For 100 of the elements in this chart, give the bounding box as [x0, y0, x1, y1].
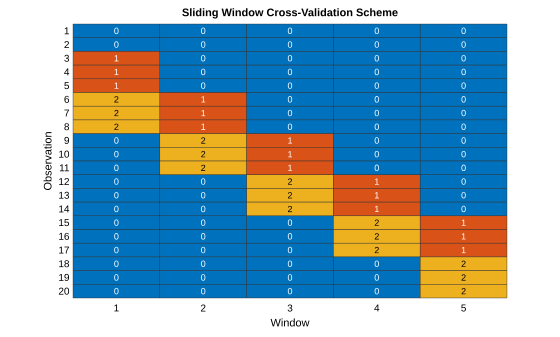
y-tick-label: 8	[64, 123, 70, 130]
data-label: 0	[201, 68, 206, 76]
data-label: 0	[461, 192, 466, 198]
data-label: 1	[374, 192, 379, 198]
y-tick-label: 10	[59, 150, 70, 158]
data-label: 0	[461, 96, 466, 103]
data-label: 0	[374, 55, 379, 62]
y-tick-label: 18	[59, 260, 70, 268]
y-tick-label: 11	[60, 164, 69, 172]
data-label: 0	[201, 41, 206, 48]
data-label: 0	[461, 28, 466, 34]
data-label: 0	[114, 28, 119, 34]
data-label: 2	[374, 233, 379, 240]
data-label: 0	[461, 55, 466, 62]
data-label: 0	[288, 246, 292, 254]
data-label: 0	[201, 219, 206, 226]
y-axis-title: Observation	[44, 132, 52, 190]
data-label: 2	[462, 288, 466, 294]
data-label: 0	[461, 68, 466, 76]
x-tick-label: 2	[200, 304, 206, 312]
y-tick-label: 9	[64, 136, 70, 144]
data-label: 0	[461, 206, 466, 212]
data-label: 1	[201, 110, 206, 116]
data-label: 0	[288, 260, 292, 267]
data-label: 2	[288, 206, 292, 212]
data-label: 0	[114, 274, 119, 281]
data-label: 0	[374, 150, 379, 158]
data-label: 0	[374, 137, 379, 144]
data-label: 1	[201, 96, 206, 102]
data-label: 0	[201, 55, 206, 62]
data-label: 0	[201, 288, 206, 294]
data-label: 0	[288, 124, 292, 130]
y-tick-label: 3	[64, 54, 70, 62]
data-label: 0	[114, 260, 119, 267]
data-label: 0	[201, 260, 206, 267]
data-label: 0	[374, 68, 379, 76]
data-label: 0	[114, 219, 119, 226]
data-label: 0	[461, 41, 466, 48]
data-label: 0	[201, 274, 206, 281]
data-label: 1	[374, 206, 379, 212]
data-label: 0	[374, 274, 379, 281]
data-label: 1	[114, 82, 118, 89]
data-label: 0	[374, 110, 379, 116]
data-label: 0	[461, 164, 466, 172]
data-label: 0	[114, 288, 119, 294]
data-label: 0	[461, 150, 466, 158]
y-tick-label: 15	[59, 219, 70, 226]
data-label: 0	[201, 178, 206, 185]
data-label: 2	[288, 178, 292, 185]
data-label: 0	[114, 233, 119, 240]
y-tick-label: 6	[64, 96, 70, 103]
data-label: 1	[114, 68, 118, 76]
chart-title: Sliding Window Cross-Validation Scheme	[182, 8, 398, 19]
data-label: 2	[114, 110, 118, 116]
y-tick-label: 20	[58, 288, 70, 295]
y-tick-label: 14	[59, 206, 70, 212]
data-label: 0	[374, 82, 379, 89]
data-label: 1	[114, 55, 118, 62]
data-label: 2	[288, 192, 292, 198]
data-label: 0	[374, 124, 379, 130]
data-label: 0	[201, 233, 206, 240]
data-label: 0	[114, 137, 119, 144]
data-label: 0	[201, 82, 206, 89]
data-label: 0	[374, 164, 379, 172]
data-label: 0	[288, 41, 292, 48]
y-tick-label: 7	[64, 110, 69, 116]
data-label: 0	[288, 68, 292, 76]
data-label: 0	[288, 96, 292, 103]
x-tick-label: 4	[374, 304, 380, 312]
data-label: 1	[288, 164, 292, 171]
data-label: 2	[114, 96, 118, 102]
y-tick-label: 13	[59, 192, 70, 199]
data-label: 2	[201, 151, 206, 158]
data-label: 0	[461, 137, 466, 144]
data-label: 0	[114, 164, 119, 172]
data-label: 0	[374, 41, 379, 48]
y-tick-label: 19	[59, 274, 70, 281]
x-tick-label: 5	[461, 304, 466, 312]
data-label: 2	[114, 124, 118, 130]
data-label: 0	[288, 274, 292, 281]
data-label: 0	[288, 288, 292, 294]
data-label: 0	[288, 82, 292, 89]
data-label: 0	[114, 41, 119, 48]
data-label: 0	[374, 260, 379, 267]
y-tick-label: 16	[59, 232, 70, 240]
y-tick-label: 12	[59, 178, 69, 186]
data-label: 0	[288, 219, 292, 226]
data-label: 2	[374, 246, 379, 254]
data-label: 1	[462, 220, 466, 226]
y-tick-label: 1	[64, 27, 69, 34]
data-label: 0	[288, 28, 292, 34]
data-label: 0	[461, 178, 466, 185]
data-label: 0	[374, 288, 379, 294]
data-label: 0	[114, 206, 119, 212]
data-label: 0	[288, 233, 292, 240]
y-tick-label: 2	[64, 41, 69, 48]
data-label: 0	[461, 82, 466, 89]
data-label: 0	[201, 246, 206, 254]
data-label: 0	[201, 192, 206, 198]
data-label: 0	[114, 178, 119, 185]
